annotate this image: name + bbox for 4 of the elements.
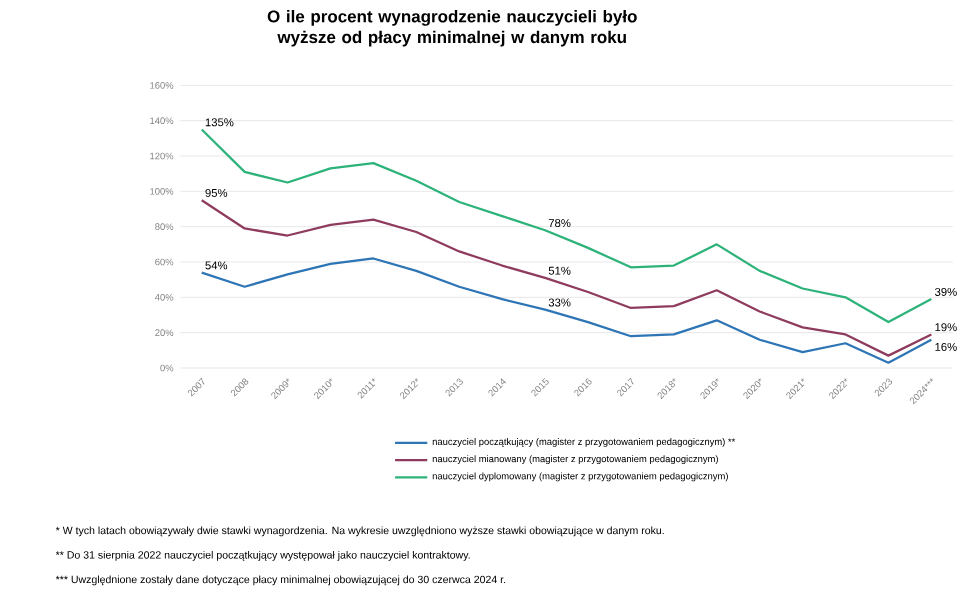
line-series xyxy=(200,198,933,357)
line-series xyxy=(200,127,933,323)
chart-title: O ile procent wynagrodzenie nauczycieli było wyższe od płacy minimalnej w danym roku xyxy=(267,9,637,47)
line-series xyxy=(200,256,933,364)
